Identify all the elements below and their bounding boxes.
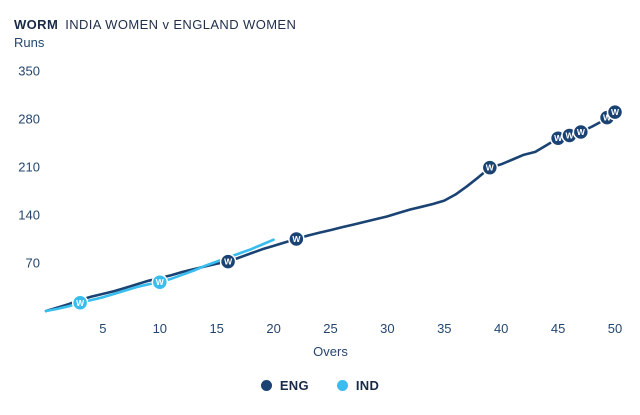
wicket-letter: W	[292, 234, 301, 244]
chart-legend: ENG IND	[0, 370, 640, 400]
y-tick-label: 280	[18, 112, 40, 127]
ind-wicket-marker	[71, 294, 89, 312]
wicket-letter: W	[577, 127, 586, 137]
y-tick-label: 70	[26, 256, 40, 271]
eng-wicket-marker	[481, 159, 499, 176]
ind-wicket-marker	[151, 273, 169, 291]
x-axis-title: Overs	[313, 344, 348, 359]
wicket-letter: W	[224, 257, 233, 267]
x-tick-label: 10	[153, 321, 167, 336]
chart-header: WORM INDIA WOMEN v ENGLAND WOMEN	[0, 0, 640, 32]
x-tick-label: 5	[99, 321, 106, 336]
x-tick-label: 35	[437, 321, 451, 336]
eng-legend-dot	[260, 379, 272, 391]
x-tick-label: 15	[209, 321, 223, 336]
x-tick-label: 50	[608, 321, 622, 336]
legend-item-ind: IND	[336, 377, 380, 393]
ind-legend-label: IND	[355, 377, 380, 393]
wicket-letter: W	[554, 133, 563, 143]
x-tick-label: 25	[323, 321, 337, 336]
chart-type-label: WORM	[14, 17, 59, 32]
x-tick-label: 20	[266, 321, 280, 336]
y-tick-label: 140	[18, 208, 40, 223]
y-tick-label: 350	[18, 64, 40, 79]
worm-chart: Runs Overs 70 140 210 280 350 5 10 15 20 25 30 35 40 45…	[14, 35, 624, 359]
eng-wicket-marker	[219, 253, 237, 270]
wicket-letter: W	[156, 277, 165, 287]
wicket-letter: W	[76, 298, 85, 308]
y-axis-title: Runs	[14, 35, 45, 50]
wicket-letter: W	[565, 130, 574, 140]
legend-item-eng: ENG	[260, 377, 309, 393]
y-tick-label: 210	[18, 160, 40, 175]
wicket-letter: W	[603, 113, 612, 123]
eng-wicket-marker	[606, 103, 624, 121]
x-tick-label: 40	[494, 321, 508, 336]
eng-wicket-marker	[288, 230, 305, 248]
ind-legend-dot	[336, 379, 348, 391]
x-tick-label: 45	[551, 321, 565, 336]
eng-line	[44, 110, 617, 313]
wicket-letter: W	[611, 107, 620, 117]
eng-legend-label: ENG	[279, 377, 309, 393]
x-tick-label: 30	[380, 321, 394, 336]
wicket-letter: W	[486, 163, 495, 173]
eng-wicket-marker	[572, 123, 590, 141]
chart-title: INDIA WOMEN v ENGLAND WOMEN	[65, 17, 297, 32]
